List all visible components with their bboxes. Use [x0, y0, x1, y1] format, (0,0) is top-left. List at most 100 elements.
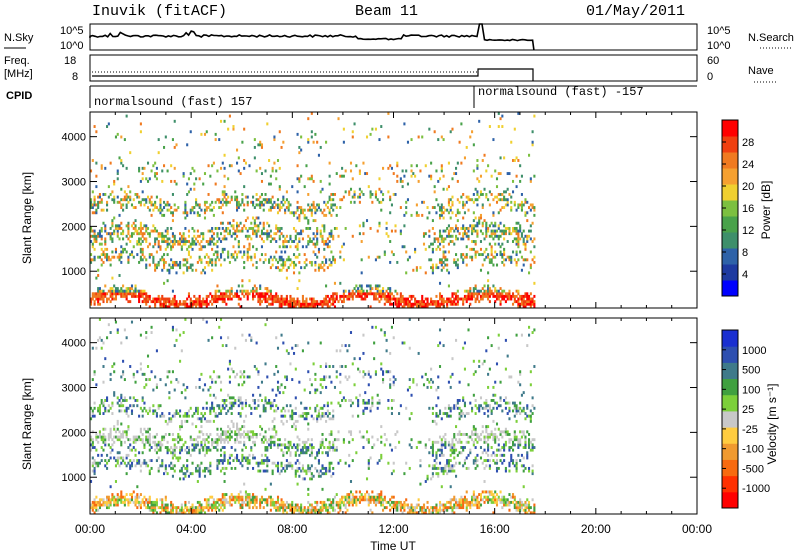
- heatmap-cell: [111, 289, 114, 293]
- heatmap-cell: [499, 198, 502, 202]
- heatmap-cell: [374, 195, 377, 199]
- heatmap-cell: [200, 260, 203, 264]
- heatmap-cell: [250, 448, 253, 452]
- y-tick-label: 4000: [62, 132, 86, 144]
- heatmap-cell: [285, 446, 288, 449]
- heatmap-cell: [221, 237, 224, 241]
- heatmap-cell: [234, 198, 237, 202]
- heatmap-cell: [275, 203, 278, 207]
- heatmap-cell: [465, 255, 468, 259]
- heatmap-cell: [405, 271, 408, 275]
- heatmap-cell: [478, 179, 481, 183]
- heatmap-cell: [129, 234, 132, 238]
- heatmap-cell: [203, 383, 207, 387]
- heatmap-cell: [186, 412, 189, 415]
- heatmap-cell: [111, 297, 114, 301]
- heatmap-cell: [221, 297, 224, 301]
- heatmap-cell: [230, 234, 233, 238]
- heatmap-cell: [243, 380, 246, 384]
- heatmap-cell: [437, 138, 440, 142]
- heatmap-cell: [246, 503, 249, 507]
- heatmap-cell: [246, 255, 249, 259]
- heatmap-cell: [106, 258, 109, 262]
- heatmap-cell: [442, 300, 445, 304]
- heatmap-cell: [260, 399, 264, 402]
- heatmap-cell: [462, 300, 465, 304]
- heatmap-cell: [130, 253, 134, 257]
- heatmap-cell: [362, 409, 365, 413]
- heatmap-cell: [269, 289, 272, 293]
- heatmap-cell: [348, 193, 351, 196]
- heatmap-cell: [134, 503, 137, 507]
- heatmap-cell: [228, 229, 231, 233]
- heatmap-cell: [120, 289, 123, 293]
- heatmap-cell: [200, 503, 203, 507]
- heatmap-cell: [360, 498, 363, 502]
- heatmap-cell: [430, 300, 433, 304]
- heatmap-cell: [487, 164, 490, 168]
- heatmap-cell: [170, 461, 173, 465]
- heatmap-cell: [166, 375, 169, 379]
- heatmap-cell: [196, 511, 199, 515]
- heatmap-cell: [203, 474, 207, 478]
- heatmap-cell: [317, 412, 320, 415]
- heatmap-cell: [138, 414, 141, 418]
- heatmap-cell: [285, 245, 288, 249]
- heatmap-cell: [106, 336, 109, 340]
- heatmap-cell: [314, 263, 317, 267]
- heatmap-cell: [113, 198, 116, 202]
- heatmap-cell: [398, 297, 401, 301]
- heatmap-cell: [164, 203, 167, 207]
- heatmap-cell: [301, 237, 304, 241]
- heatmap-cell: [431, 263, 434, 267]
- heatmap-cell: [106, 466, 109, 470]
- heatmap-cell: [152, 388, 155, 392]
- heatmap-cell: [303, 213, 306, 217]
- heatmap-cell: [214, 508, 217, 512]
- heatmap-cell: [168, 396, 171, 400]
- heatmap-cell: [253, 443, 256, 447]
- heatmap-cell: [118, 292, 121, 296]
- heatmap-cell: [326, 451, 329, 455]
- heatmap-cell: [130, 250, 134, 254]
- heatmap-cell: [282, 240, 285, 243]
- heatmap-cell: [98, 302, 101, 306]
- heatmap-cell: [106, 503, 109, 507]
- heatmap-cell: [214, 446, 217, 449]
- heatmap-cell: [203, 466, 207, 470]
- heatmap-cell: [154, 305, 157, 309]
- heatmap-cell: [116, 427, 119, 431]
- heatmap-cell: [202, 414, 205, 418]
- heatmap-cell: [209, 242, 212, 246]
- heatmap-cell: [533, 281, 536, 285]
- heatmap-cell: [150, 195, 153, 199]
- heatmap-cell: [275, 297, 278, 301]
- heatmap-cell: [113, 503, 116, 507]
- heatmap-cell: [312, 237, 315, 241]
- heatmap-cell: [380, 490, 383, 494]
- heatmap-cell: [337, 234, 340, 238]
- heatmap-cell: [157, 294, 160, 298]
- heatmap-cell: [230, 367, 233, 371]
- heatmap-cell: [161, 503, 164, 507]
- heatmap-cell: [95, 432, 98, 436]
- heatmap-cell: [122, 404, 125, 408]
- heatmap-cell: [239, 490, 242, 494]
- heatmap-cell: [529, 229, 532, 233]
- heatmap-cell: [193, 412, 196, 415]
- heatmap-cell: [216, 448, 219, 452]
- heatmap-cell: [517, 229, 520, 233]
- heatmap-cell: [462, 302, 465, 306]
- heatmap-cell: [310, 453, 313, 457]
- heatmap-cell: [522, 305, 525, 309]
- heatmap-cell: [387, 294, 390, 298]
- heatmap-cell: [440, 213, 443, 217]
- heatmap-cell: [90, 300, 93, 304]
- heatmap-cell: [271, 498, 274, 502]
- heatmap-cell: [98, 193, 101, 196]
- heatmap-cell: [285, 302, 288, 306]
- heatmap-cell: [264, 469, 267, 473]
- heatmap-cell: [216, 464, 219, 468]
- heatmap-cell: [132, 198, 135, 202]
- heatmap-cell: [335, 297, 338, 301]
